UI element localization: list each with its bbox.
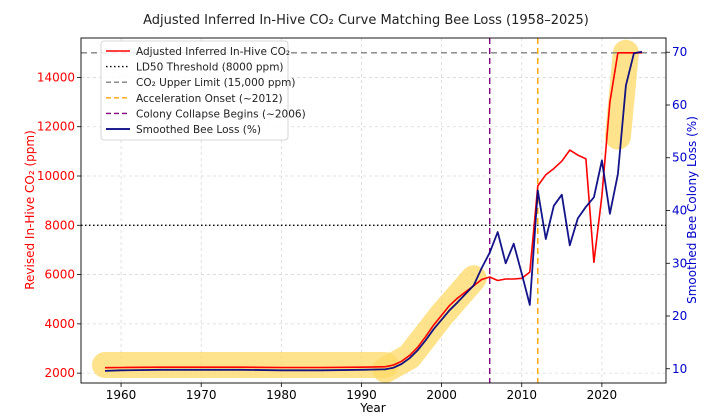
highlight-band — [604, 39, 639, 150]
data-series — [104, 50, 643, 372]
y-right-tick-label: 30 — [672, 256, 687, 270]
x-tick-label: 1970 — [186, 388, 217, 402]
legend: Adjusted Inferred In-Hive CO₂ LD50 Thresh… — [100, 40, 306, 141]
y-left-tick-label: 8000 — [44, 218, 75, 232]
chart-title: Adjusted Inferred In-Hive CO₂ Curve Matc… — [143, 13, 589, 28]
y-left-axis-label: Revised In-Hive CO₂ (ppm) — [23, 130, 37, 290]
x-axis-label: Year — [359, 401, 385, 415]
y-right-tick-label: 10 — [672, 362, 687, 376]
y-right-tick-label: 70 — [672, 45, 687, 59]
x-tick-label: 2000 — [426, 388, 457, 402]
y-right-tick-label: 40 — [672, 204, 687, 218]
y-right-tick-label: 50 — [672, 151, 687, 165]
legend-label: CO₂ Upper Limit (15,000 ppm) — [136, 77, 295, 89]
x-tick-label: 1980 — [266, 388, 297, 402]
y-right-tick-label: 60 — [672, 98, 687, 112]
y-left-tick-label: 12000 — [37, 120, 75, 134]
y-left-tick-label: 2000 — [44, 366, 75, 380]
y-right-axis-label: Smoothed Bee Colony Loss (%) — [685, 116, 699, 304]
x-tick-label: 2010 — [506, 388, 537, 402]
legend-box — [100, 40, 289, 141]
y-left-tick-label: 4000 — [44, 317, 75, 331]
bee-loss-series-line — [104, 50, 643, 372]
y-left-tick-label: 10000 — [37, 169, 75, 183]
y-right-axis-ticks: 10 20 30 40 50 60 70 — [666, 45, 687, 376]
x-tick-label: 2020 — [587, 388, 618, 402]
legend-label: Acceleration Onset (~2012) — [136, 93, 283, 105]
legend-label: LD50 Threshold (8000 ppm) — [136, 62, 284, 74]
reference-lines — [81, 38, 666, 383]
y-left-tick-label: 6000 — [44, 268, 75, 282]
co2-series-line — [104, 51, 642, 369]
legend-label: Colony Collapse Begins (~2006) — [136, 108, 306, 120]
legend-label: Adjusted Inferred In-Hive CO₂ — [136, 46, 290, 58]
x-tick-label: 1990 — [346, 388, 377, 402]
legend-label: Smoothed Bee Loss (%) — [136, 124, 261, 136]
y-left-tick-label: 14000 — [37, 70, 75, 84]
y-left-axis-ticks: 2000 4000 6000 8000 10000 12000 14000 — [37, 70, 81, 380]
y-right-tick-label: 20 — [672, 309, 687, 323]
x-axis-ticks: 1960 1970 1980 1990 2000 2010 2020 — [106, 383, 617, 402]
x-tick-label: 1960 — [106, 388, 137, 402]
